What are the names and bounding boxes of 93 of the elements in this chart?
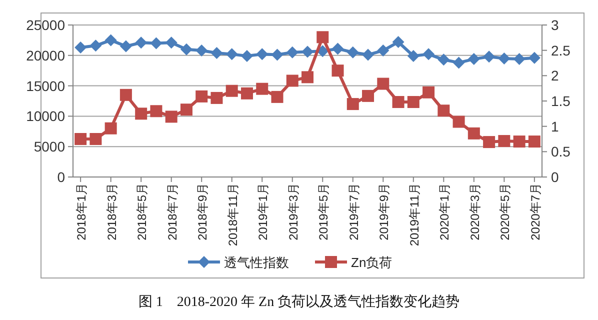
point [407, 50, 420, 62]
y2-tick-label: 1.5 [551, 93, 571, 109]
x-tick-label: 2018年7月 [165, 183, 180, 240]
point [180, 43, 192, 56]
legend-label: 透气性指数 [224, 255, 289, 270]
point [452, 56, 465, 69]
point [165, 36, 178, 49]
point [362, 90, 374, 102]
point [346, 98, 359, 110]
point [498, 135, 510, 148]
y-tick-label: 5000 [34, 138, 66, 155]
point [392, 96, 404, 108]
point [226, 48, 238, 60]
point [196, 44, 208, 57]
point [90, 133, 102, 145]
point [513, 136, 526, 148]
point [468, 53, 480, 66]
point [286, 46, 298, 58]
text: 图 1 2018-2020 年 Zn 负荷以及透气性指数变化趋势 [138, 294, 460, 310]
point [316, 31, 329, 44]
point [271, 90, 284, 103]
x-tick-label: 2020年3月 [468, 183, 482, 240]
x-tick-label: 2018年9月 [196, 183, 210, 240]
x-tick-label: 2020年1月 [438, 183, 452, 240]
x-tick-label: 2020年7月 [528, 183, 542, 240]
point [240, 87, 253, 100]
point [74, 133, 87, 145]
point [513, 53, 526, 66]
point [407, 96, 420, 108]
point [90, 40, 102, 52]
point [271, 48, 284, 61]
y-tick-label: 0 [57, 169, 66, 185]
x-tick-label: 2018年11月 [226, 183, 240, 246]
point [498, 52, 510, 64]
point [483, 50, 496, 63]
x-tick-label: 2019年11月 [407, 183, 422, 246]
point [240, 50, 253, 62]
point [104, 34, 117, 46]
x-tick-label: 2019年5月 [316, 183, 331, 240]
y-tick-label: 10000 [26, 108, 66, 124]
y2-tick-label: 3 [551, 17, 559, 33]
point [377, 44, 390, 57]
point [438, 104, 450, 117]
point [180, 104, 192, 116]
point [422, 48, 435, 60]
point [165, 110, 178, 123]
point [346, 46, 359, 58]
legend-label: Zn负荷 [351, 255, 392, 270]
point [332, 42, 344, 55]
point [150, 37, 162, 50]
point [120, 40, 132, 52]
point [135, 108, 148, 120]
point [210, 92, 223, 104]
x-tick-label: 2018年1月 [74, 183, 89, 240]
x-tick-label: 2019年3月 [286, 183, 300, 240]
y2-tick-label: 0 [551, 169, 559, 185]
y2-tick-label: 1 [551, 118, 559, 134]
x-tick-label: 2020年5月 [498, 183, 512, 240]
x-tick-label: 2018年3月 [104, 183, 119, 240]
y-tick-label: 25000 [26, 17, 66, 33]
point [302, 46, 314, 58]
point [377, 78, 390, 90]
point [438, 54, 450, 66]
point [210, 46, 223, 59]
point [74, 41, 87, 54]
y2-tick-label: 2.5 [551, 42, 571, 58]
x-tick-label: 2019年7月 [346, 183, 361, 240]
point [120, 88, 132, 101]
x-tick-label: 2019年1月 [256, 183, 270, 240]
y-tick-label: 20000 [26, 47, 66, 64]
point [362, 48, 374, 61]
y-tick-label: 15000 [26, 78, 66, 94]
point [135, 36, 148, 49]
point [256, 48, 268, 60]
y2-tick-label: 0.5 [551, 144, 571, 160]
point [483, 136, 496, 148]
x-tick-label: 2018年5月 [135, 183, 150, 240]
point [392, 36, 404, 48]
point [104, 122, 117, 134]
point [468, 127, 480, 140]
point [286, 74, 298, 87]
point [256, 82, 268, 95]
point [302, 71, 314, 84]
point [528, 136, 540, 148]
point [452, 116, 465, 128]
point [226, 84, 238, 97]
point [422, 86, 435, 98]
point [332, 64, 344, 77]
point [528, 52, 540, 64]
point [150, 105, 162, 118]
y2-tick-label: 2 [551, 68, 559, 84]
x-tick-label: 2019年9月 [377, 183, 392, 240]
point [196, 90, 208, 102]
